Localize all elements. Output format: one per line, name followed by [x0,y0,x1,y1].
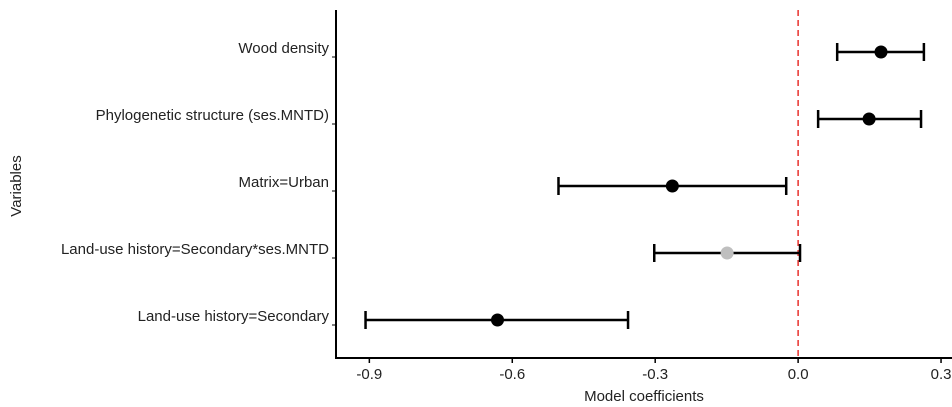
point [665,179,679,193]
point [874,45,888,59]
x-tick-label: -0.6 [499,366,525,383]
x-tick-label: 0.0 [788,366,809,383]
x-tick-label: 0.3 [931,366,952,383]
point [491,313,505,327]
x-tick-label: -0.3 [642,366,668,383]
y-tick-label: Land-use history=Secondary [138,308,330,325]
point [720,246,734,260]
y-tick-label: Land-use history=Secondary*ses.MNTD [61,241,329,258]
y-axis-title: Variables [8,155,25,216]
y-tick-label: Phylogenetic structure (ses.MNTD) [96,107,329,124]
x-tick-label: -0.9 [356,366,382,383]
y-tick-label: Matrix=Urban [239,174,329,191]
y-tick-label: Wood density [238,40,329,57]
point [862,112,876,126]
x-axis-title: Model coefficients [584,388,704,405]
